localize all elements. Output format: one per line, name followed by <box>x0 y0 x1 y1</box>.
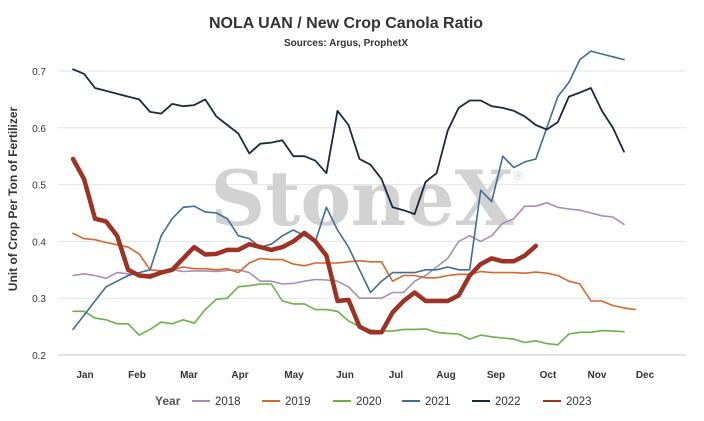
grid-lines <box>58 70 686 356</box>
x-tick-label: Dec <box>636 370 655 381</box>
y-axis-label: Unit of Crop Per Ton of Fertilizer <box>6 106 20 291</box>
x-tick-label: Feb <box>128 370 146 381</box>
x-tick-label: Oct <box>540 370 557 381</box>
watermark: StoneX ® <box>210 154 523 243</box>
legend-entry-2022: 2022 <box>495 396 521 408</box>
series-line-2021 <box>72 50 625 331</box>
legend-title: Year <box>155 394 181 408</box>
x-tick-labels: Jan Feb Mar Apr May Jun Jul Aug Sep Oct Nov Dec <box>76 370 654 381</box>
x-tick-label: Jun <box>336 370 354 381</box>
series-line-2023 <box>70 156 539 335</box>
y-tick-label: 0.2 <box>32 351 46 362</box>
watermark-registered-mark: ® <box>514 169 523 183</box>
y-tick-label: 0.6 <box>32 124 46 135</box>
series-line-2020 <box>72 283 625 346</box>
x-tick-label: Jan <box>76 370 93 381</box>
legend-entry-2019: 2019 <box>285 396 311 408</box>
x-tick-label: Nov <box>588 370 607 381</box>
watermark-logo: StoneX <box>210 154 513 243</box>
legend-entry-2021: 2021 <box>425 396 451 408</box>
x-tick-label: Aug <box>436 370 455 381</box>
chart-subtitle: Sources: Argus, ProphetX <box>284 38 408 49</box>
series-line-2022 <box>72 68 625 216</box>
y-tick-label: 0.5 <box>32 181 46 192</box>
legend: Year 2018 2019 2020 2021 2022 2023 <box>155 394 592 408</box>
x-tick-label: Mar <box>180 370 198 381</box>
y-tick-label: 0.3 <box>32 294 46 305</box>
legend-entry-2020: 2020 <box>356 396 382 408</box>
y-tick-label: 0.4 <box>32 237 46 248</box>
series-lines <box>70 50 636 346</box>
x-tick-label: Jul <box>389 370 404 381</box>
x-tick-label: Apr <box>231 370 248 381</box>
y-tick-labels: 0.2 0.3 0.4 0.5 0.6 0.7 <box>32 67 46 362</box>
y-tick-label: 0.7 <box>32 67 46 78</box>
legend-entry-2018: 2018 <box>215 396 241 408</box>
legend-entry-2023: 2023 <box>566 396 592 408</box>
x-tick-label: Sep <box>487 370 505 381</box>
x-tick-label: May <box>284 370 304 381</box>
chart-title: NOLA UAN / New Crop Canola Ratio <box>209 15 483 32</box>
